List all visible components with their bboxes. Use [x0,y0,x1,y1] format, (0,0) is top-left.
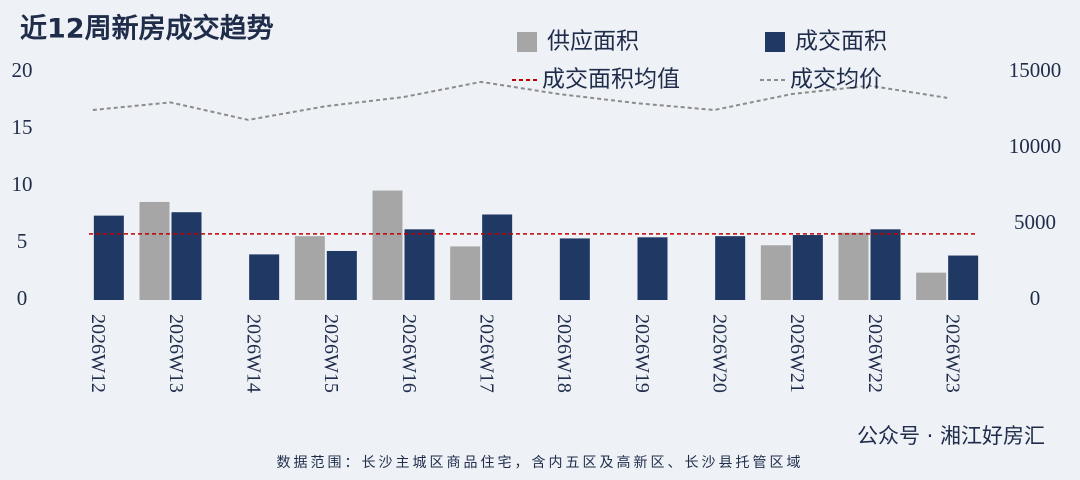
bar [450,246,481,300]
y-tick-label: 10 [12,172,33,196]
y2-tick-label: 15000 [1009,58,1062,82]
bar [870,229,901,300]
bar [249,254,280,300]
bar [916,272,947,300]
legend-swatch [517,32,537,52]
bar [760,245,791,300]
x-tick-label: 2026W15 [320,314,342,393]
footnote: 数据范围：长沙主城区商品住宅，含内五区及高新区、长沙县托管区域 [277,454,804,471]
bar [482,214,513,300]
bar [715,236,746,300]
y2-tick-label: 0 [1030,286,1041,310]
bar [559,238,590,300]
legend-label: 成交面积 [795,29,887,55]
bar [637,237,668,300]
watermark: 公众号 · 湘江好房汇 [857,424,1045,448]
x-tick-label: 2026W14 [243,314,265,393]
x-tick-label: 2026W12 [87,314,109,393]
x-tick-label: 2026W20 [709,314,731,393]
legend-label: 成交均价 [790,67,882,93]
bar [404,229,435,300]
x-tick-label: 2026W19 [631,314,653,393]
bar [139,201,170,300]
bar [93,215,124,300]
x-tick-label: 2026W21 [786,314,808,393]
x-tick-label: 2026W18 [553,314,575,393]
x-tick-label: 2026W23 [942,314,964,393]
x-tick-label: 2026W13 [165,314,187,393]
x-tick-label: 2026W22 [864,314,886,393]
bar [171,212,202,300]
x-tick-label: 2026W17 [476,314,498,393]
y2-tick-label: 10000 [1009,134,1062,158]
bar [792,235,823,300]
y-tick-label: 5 [17,229,28,253]
bar [948,255,979,300]
chart-title: 近12周新房成交趋势 [20,13,274,45]
bar [326,250,357,300]
bar [838,232,869,300]
y2-tick-label: 5000 [1014,210,1056,234]
legend-swatch [765,32,785,52]
y-tick-label: 20 [12,58,33,82]
legend-label: 成交面积均值 [542,67,680,93]
x-tick-label: 2026W16 [398,314,420,393]
bar [294,236,325,300]
legend-label: 供应面积 [547,29,639,55]
y-tick-label: 0 [17,286,28,310]
bar [372,190,403,300]
y-tick-label: 15 [12,115,33,139]
